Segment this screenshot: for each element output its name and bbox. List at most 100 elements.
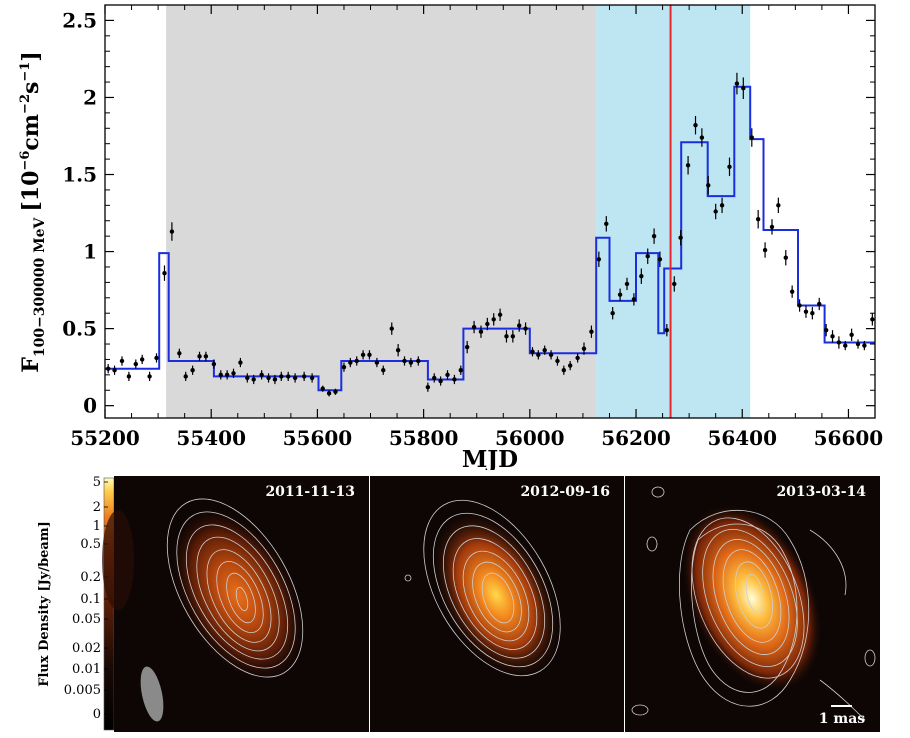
data-point	[348, 357, 353, 368]
data-point	[836, 336, 842, 349]
data-point	[530, 347, 535, 357]
data-point	[713, 203, 718, 220]
data-point	[672, 276, 677, 292]
x-tick-label: 55800	[389, 426, 459, 450]
data-point	[320, 385, 325, 392]
data-point	[231, 368, 236, 378]
data-point	[485, 317, 490, 331]
data-point	[272, 374, 278, 385]
x-tick-label: 55600	[283, 426, 353, 450]
data-point	[755, 209, 761, 229]
data-point	[197, 351, 202, 361]
data-point	[154, 353, 159, 363]
y-tick-label: 2.5	[62, 8, 97, 32]
data-point	[381, 365, 386, 375]
x-tick-label: 55200	[70, 426, 140, 450]
data-point	[374, 357, 380, 368]
data-point	[147, 371, 152, 382]
colorbar-tick-label: 0.05	[72, 612, 101, 627]
data-point	[218, 370, 223, 380]
x-tick-label: 56600	[814, 426, 884, 450]
data-point	[360, 350, 366, 360]
data-point	[177, 348, 182, 358]
data-point	[596, 251, 602, 267]
data-point	[849, 328, 854, 341]
data-point	[190, 365, 195, 375]
data-point	[741, 77, 746, 100]
data-point	[769, 219, 775, 235]
flux-data-points	[105, 72, 875, 397]
colorbar-tick-label: 1	[93, 519, 101, 534]
data-point	[727, 157, 732, 177]
data-point	[817, 297, 822, 311]
data-point	[783, 250, 788, 266]
x-tick-label: 56200	[601, 426, 671, 450]
contours-panel-3	[631, 486, 876, 721]
shaded-region-1	[166, 5, 597, 418]
data-point	[133, 359, 138, 369]
data-point	[445, 370, 450, 380]
data-point	[542, 345, 547, 355]
colorbar-tick-label: 0.2	[80, 570, 101, 585]
data-point	[432, 373, 437, 383]
data-point	[639, 268, 644, 284]
y-tick-label: 0	[83, 394, 97, 418]
data-point	[211, 359, 217, 369]
contours-panel-2	[404, 499, 561, 677]
x-tick-label: 55400	[176, 426, 246, 450]
colorbar-tick-label: 0.005	[64, 683, 101, 698]
colorbar-tick-label: 0.01	[72, 662, 101, 677]
data-point	[119, 356, 125, 366]
y-tick-label: 0.5	[62, 317, 97, 341]
data-point	[762, 242, 768, 258]
data-point	[497, 308, 503, 321]
data-point	[367, 350, 372, 360]
colorbar-label: Flux Density [Jy/beam]	[37, 521, 52, 687]
y-axis-label: F100−300000 MeV[10−6cm−2s−1]	[18, 51, 48, 373]
data-point	[645, 248, 650, 264]
image-panel-2: 2012-09-16	[370, 476, 624, 732]
data-point	[678, 229, 683, 246]
data-point	[685, 156, 691, 175]
data-point	[389, 322, 394, 335]
plot-frame	[104, 4, 876, 419]
data-point	[749, 128, 754, 147]
image-panel-1: 2011-11-13	[102, 476, 369, 732]
y-tick-label: 1.5	[62, 163, 97, 187]
gamma-ray-light-curve: 55200 55400 55600 55800 56000 56200 56400 56600…	[18, 4, 884, 470]
data-point	[624, 277, 630, 291]
panel-date-1: 2011-11-13	[265, 484, 355, 500]
colorbar-tick-label: 0	[93, 707, 101, 722]
vlbi-image-panels: 5 2 1 0.5 0.2 0.1 0.05 0.02 0.01 0.005 0 Flux Dens…	[37, 475, 880, 732]
colorbar-tick-label: 0.1	[80, 592, 101, 607]
data-point	[617, 288, 623, 301]
data-point	[203, 351, 209, 361]
data-point	[286, 371, 291, 382]
data-point	[301, 371, 307, 382]
data-point	[706, 176, 711, 195]
data-point	[183, 371, 188, 382]
data-point	[478, 325, 484, 338]
data-point	[458, 365, 463, 375]
data-point	[555, 356, 560, 366]
data-point	[734, 72, 740, 95]
data-point	[251, 374, 256, 385]
data-point	[238, 357, 243, 368]
y-tick-label: 1	[83, 240, 97, 264]
data-point	[416, 356, 421, 366]
data-point	[126, 371, 132, 382]
panel-date-3: 2013-03-14	[776, 484, 866, 500]
data-point	[631, 293, 637, 306]
colorbar-tick-label: 0.5	[80, 537, 101, 552]
data-point	[259, 370, 264, 380]
data-point	[870, 313, 875, 326]
data-point	[830, 330, 835, 343]
data-point	[245, 373, 250, 383]
data-point	[699, 128, 705, 147]
data-point	[292, 373, 298, 383]
data-point	[657, 251, 663, 267]
data-point	[510, 330, 516, 343]
colorbar-ticks: 5 2 1 0.5 0.2 0.1 0.05 0.02 0.01 0.005 0	[64, 475, 108, 722]
data-point	[112, 365, 117, 375]
data-point	[810, 307, 815, 320]
